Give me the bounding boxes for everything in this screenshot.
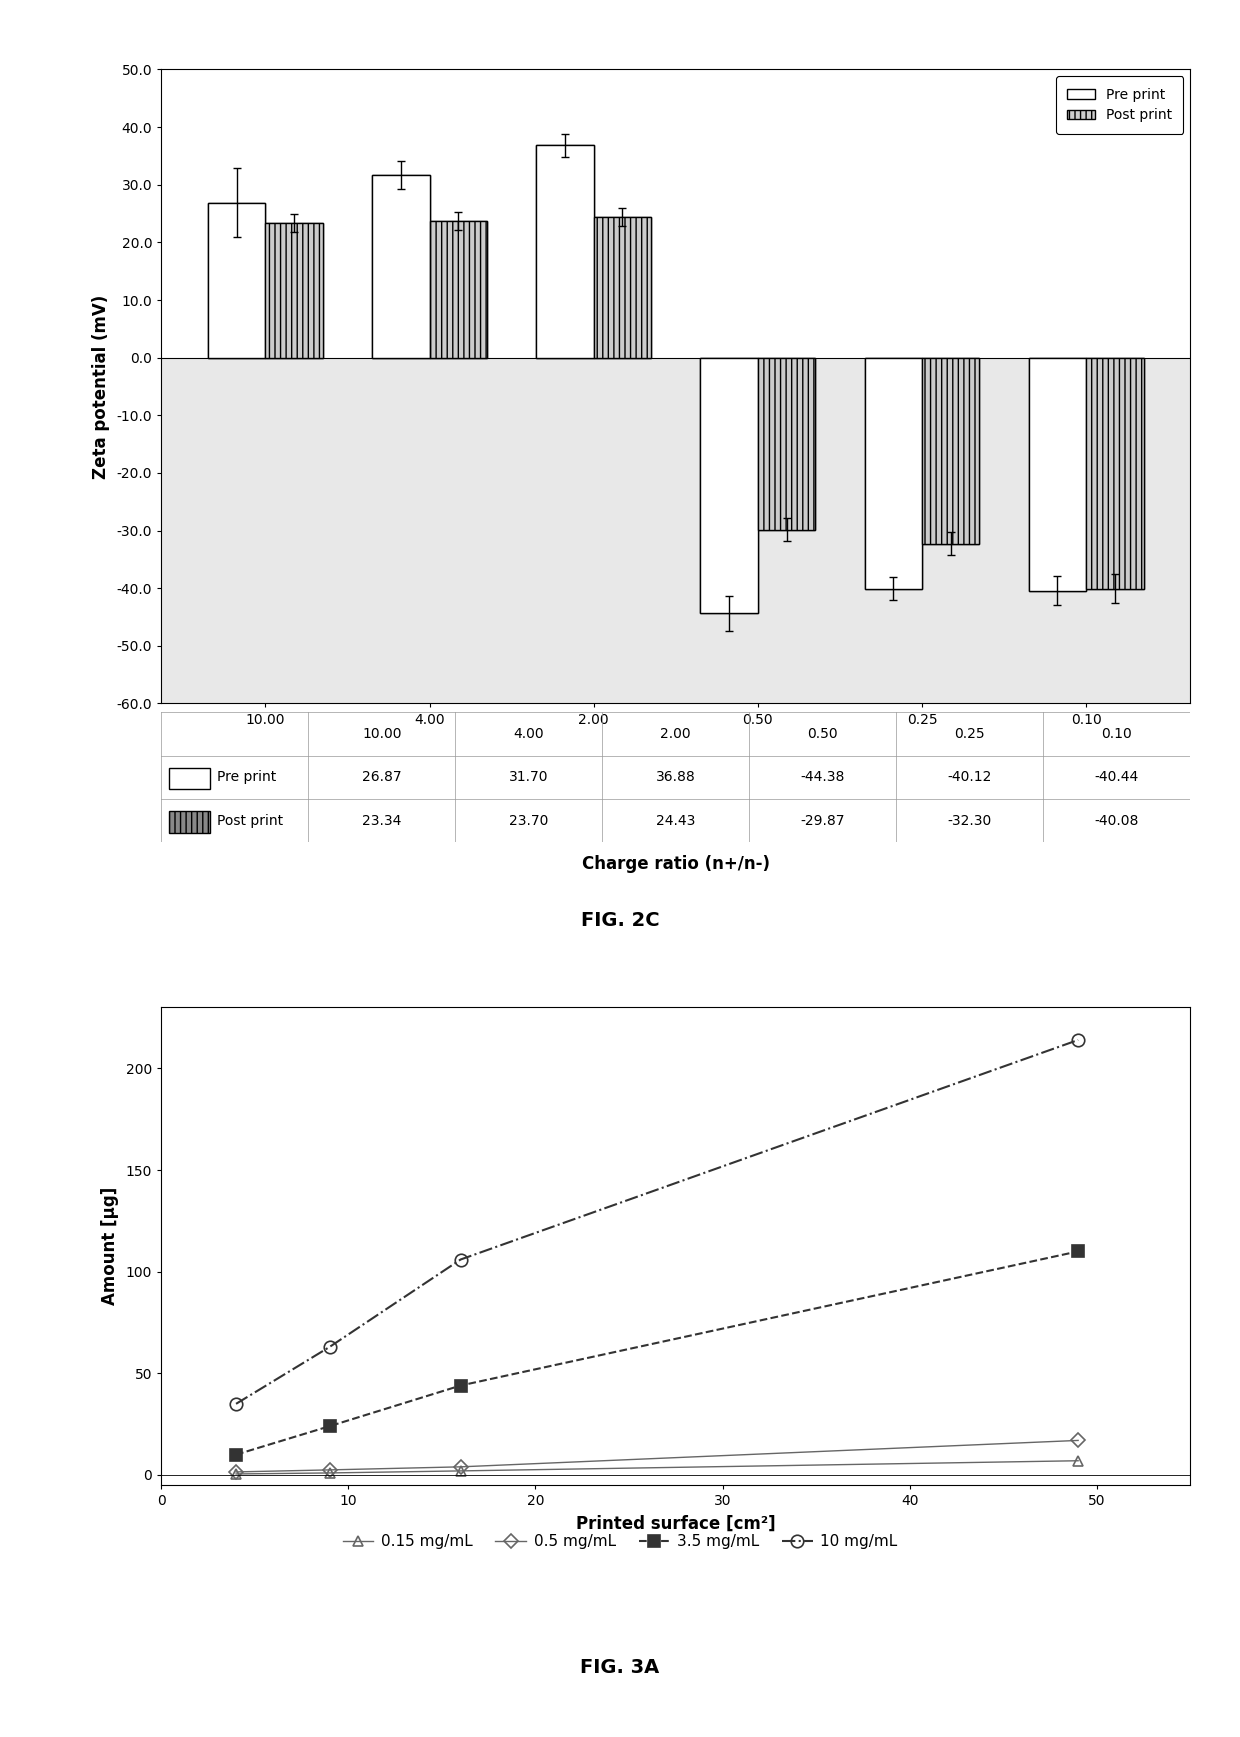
Text: -29.87: -29.87 xyxy=(801,813,846,829)
Bar xyxy=(265,222,322,358)
Text: -32.30: -32.30 xyxy=(947,813,992,829)
Bar xyxy=(536,146,594,358)
Y-axis label: Zeta potential (mV): Zeta potential (mV) xyxy=(92,294,109,479)
Bar xyxy=(701,358,758,613)
Text: 26.87: 26.87 xyxy=(362,769,402,785)
Bar xyxy=(758,358,816,530)
Text: 4.00: 4.00 xyxy=(513,726,544,742)
Text: 23.34: 23.34 xyxy=(362,813,402,829)
Text: FIG. 2C: FIG. 2C xyxy=(580,912,660,929)
Bar xyxy=(758,358,816,530)
Bar xyxy=(429,221,487,358)
Legend: 0.15 mg/mL, 0.5 mg/mL, 3.5 mg/mL, 10 mg/mL: 0.15 mg/mL, 0.5 mg/mL, 3.5 mg/mL, 10 mg/… xyxy=(336,1529,904,1555)
Bar xyxy=(594,217,651,358)
Legend: Pre print, Post print: Pre print, Post print xyxy=(1056,76,1183,134)
Text: -40.12: -40.12 xyxy=(947,769,992,785)
X-axis label: Printed surface [cm²]: Printed surface [cm²] xyxy=(577,1515,775,1534)
Bar xyxy=(701,358,758,613)
Text: 24.43: 24.43 xyxy=(656,813,696,829)
FancyBboxPatch shape xyxy=(169,811,210,832)
Bar xyxy=(208,203,265,358)
Text: Charge ratio (n+/n-): Charge ratio (n+/n-) xyxy=(582,855,770,874)
Y-axis label: Amount [µg]: Amount [µg] xyxy=(100,1186,119,1306)
FancyBboxPatch shape xyxy=(169,768,210,789)
Bar xyxy=(372,175,429,358)
Bar xyxy=(594,217,651,358)
Bar xyxy=(1086,358,1143,589)
Bar xyxy=(372,175,429,358)
Bar xyxy=(536,146,594,358)
Bar xyxy=(1086,358,1143,589)
Text: 0.50: 0.50 xyxy=(807,726,838,742)
Text: -40.08: -40.08 xyxy=(1095,813,1140,829)
Bar xyxy=(1029,358,1086,591)
Bar xyxy=(923,358,980,544)
Bar xyxy=(1029,358,1086,591)
Text: 23.70: 23.70 xyxy=(510,813,548,829)
Text: 0.25: 0.25 xyxy=(955,726,985,742)
Bar xyxy=(208,203,265,358)
Bar xyxy=(864,358,923,589)
Text: 2.00: 2.00 xyxy=(661,726,691,742)
Text: Post print: Post print xyxy=(217,813,283,829)
Text: -40.44: -40.44 xyxy=(1095,769,1140,785)
Text: 10.00: 10.00 xyxy=(362,726,402,742)
Text: 0.10: 0.10 xyxy=(1101,726,1132,742)
Text: Pre print: Pre print xyxy=(217,769,277,785)
Text: 31.70: 31.70 xyxy=(510,769,548,785)
Bar xyxy=(429,221,487,358)
Bar xyxy=(923,358,980,544)
Bar xyxy=(161,69,1190,358)
Text: -44.38: -44.38 xyxy=(801,769,844,785)
Text: FIG. 3A: FIG. 3A xyxy=(580,1659,660,1676)
Text: 36.88: 36.88 xyxy=(656,769,696,785)
Bar xyxy=(864,358,923,589)
Bar xyxy=(265,222,322,358)
